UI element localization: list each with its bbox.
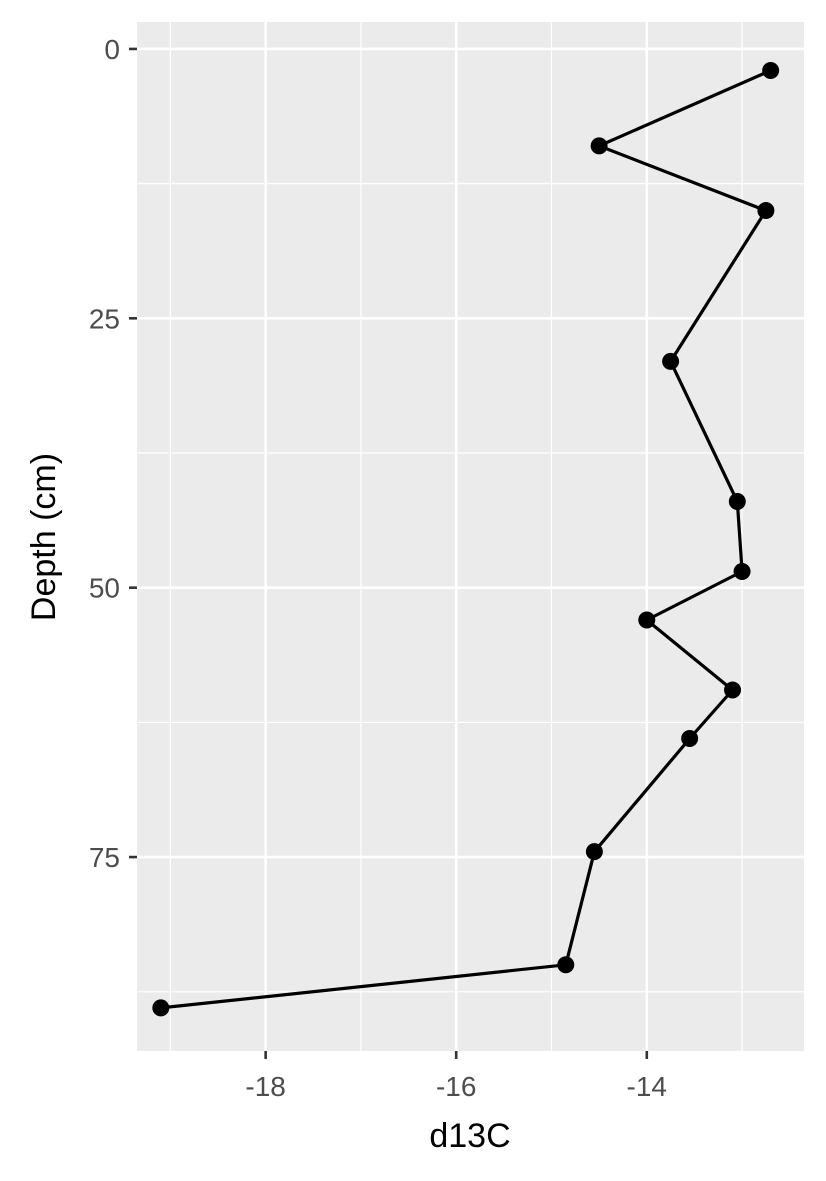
data-point (681, 730, 699, 748)
x-tick-label: -14 (627, 1071, 667, 1102)
y-tick-label: 75 (89, 842, 120, 873)
data-point (557, 956, 575, 974)
data-point (728, 492, 746, 510)
x-axis: -18 -16 -14 (245, 1051, 667, 1102)
data-point (724, 681, 742, 699)
plot-panel (137, 22, 804, 1051)
y-axis: 0 25 50 75 (89, 34, 137, 873)
x-axis-title: d13C (429, 1117, 510, 1155)
x-tick-label: -18 (245, 1071, 285, 1102)
data-point (733, 563, 751, 581)
data-point (662, 352, 680, 370)
data-point (638, 611, 656, 629)
x-tick-label: -16 (436, 1071, 476, 1102)
series-line-group (160, 69, 772, 1010)
y-tick-label: 50 (89, 573, 120, 604)
y-axis-title: Depth (cm) (25, 453, 63, 621)
data-point (757, 202, 775, 220)
data-point (585, 843, 603, 861)
y-tick-label: 0 (104, 34, 120, 65)
grid-minor (137, 22, 804, 1051)
data-point (152, 999, 170, 1017)
data-point (762, 61, 780, 79)
y-tick-label: 25 (89, 303, 120, 334)
series-line (160, 69, 772, 1010)
data-point (590, 137, 608, 155)
series-points-group (152, 61, 780, 1017)
grid-major (137, 22, 804, 1051)
